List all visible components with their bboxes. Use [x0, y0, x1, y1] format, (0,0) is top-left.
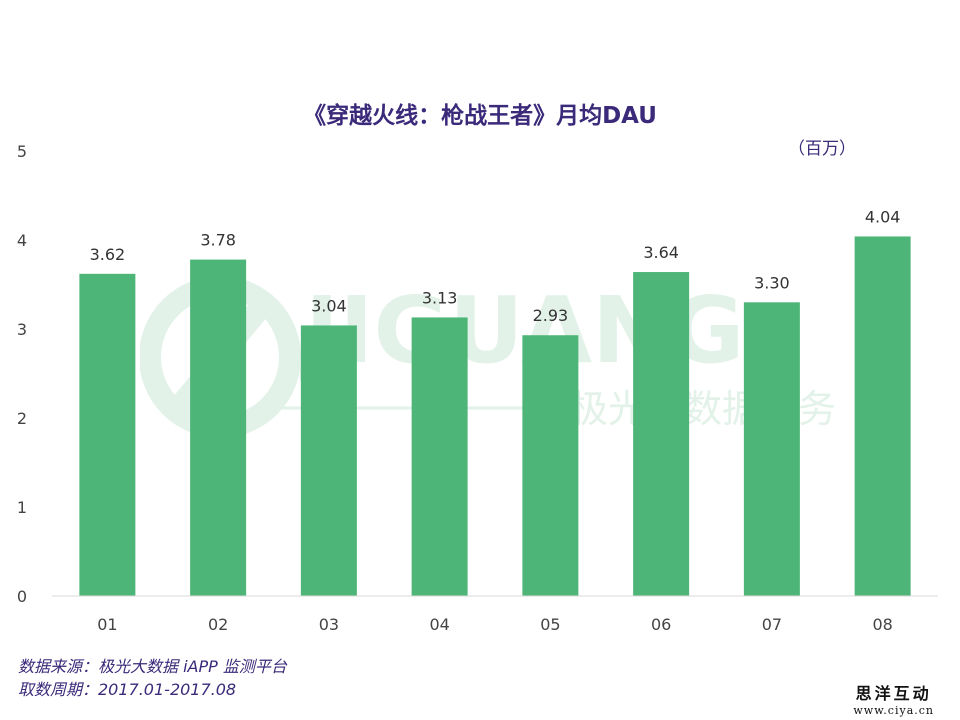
- data-period: 取数周期：2017.01-2017.08: [18, 680, 237, 699]
- data-label-01: 3.62: [90, 245, 126, 264]
- bar-07: [743, 302, 800, 596]
- bar-05: [522, 335, 579, 596]
- y-tick-label: 3: [17, 320, 27, 339]
- data-source: 数据来源：极光大数据 iAPP 监测平台: [18, 657, 287, 676]
- y-axis: 0 1 2 3 4 5: [17, 142, 27, 606]
- data-label-05: 2.93: [533, 306, 569, 325]
- y-tick-label: 4: [17, 231, 27, 250]
- x-tick-label-04: 04: [429, 615, 449, 634]
- y-tick-label: 2: [17, 409, 27, 428]
- brand-mark: 思洋互动 www.ciya.cn: [853, 680, 934, 717]
- brand-name: 思洋互动: [855, 684, 932, 703]
- data-label-04: 3.13: [422, 288, 458, 307]
- data-label-02: 3.78: [200, 231, 236, 250]
- y-tick-label: 5: [17, 142, 27, 161]
- x-axis: 01 02 03 04 05 06 07 08: [52, 595, 938, 634]
- data-label-06: 3.64: [643, 243, 679, 262]
- bars: [79, 236, 911, 596]
- brand-url: www.ciya.cn: [853, 704, 934, 717]
- y-tick-label: 1: [17, 498, 27, 517]
- x-tick-label-03: 03: [319, 615, 339, 634]
- data-label-08: 4.04: [865, 207, 901, 226]
- x-tick-label-06: 06: [651, 615, 671, 634]
- bar-03: [300, 325, 357, 596]
- data-label-07: 3.30: [754, 273, 790, 292]
- bar-08: [854, 236, 911, 596]
- x-tick-label-08: 08: [872, 615, 892, 634]
- data-label-03: 3.04: [311, 296, 347, 315]
- x-tick-label-02: 02: [208, 615, 228, 634]
- bar-02: [190, 259, 247, 596]
- bar-06: [633, 272, 690, 596]
- y-tick-label: 0: [17, 587, 27, 606]
- x-tick-label-05: 05: [540, 615, 560, 634]
- data-labels: 3.62 3.78 3.04 3.13 2.93 3.64 3.30 4.04: [90, 207, 901, 325]
- x-tick-label-07: 07: [762, 615, 782, 634]
- x-tick-label-01: 01: [97, 615, 117, 634]
- unit-label: （百万）: [788, 139, 856, 159]
- chart-title: 《穿越火线：枪战王者》月均DAU: [303, 103, 657, 129]
- bar-04: [411, 317, 468, 596]
- bar-01: [79, 273, 136, 596]
